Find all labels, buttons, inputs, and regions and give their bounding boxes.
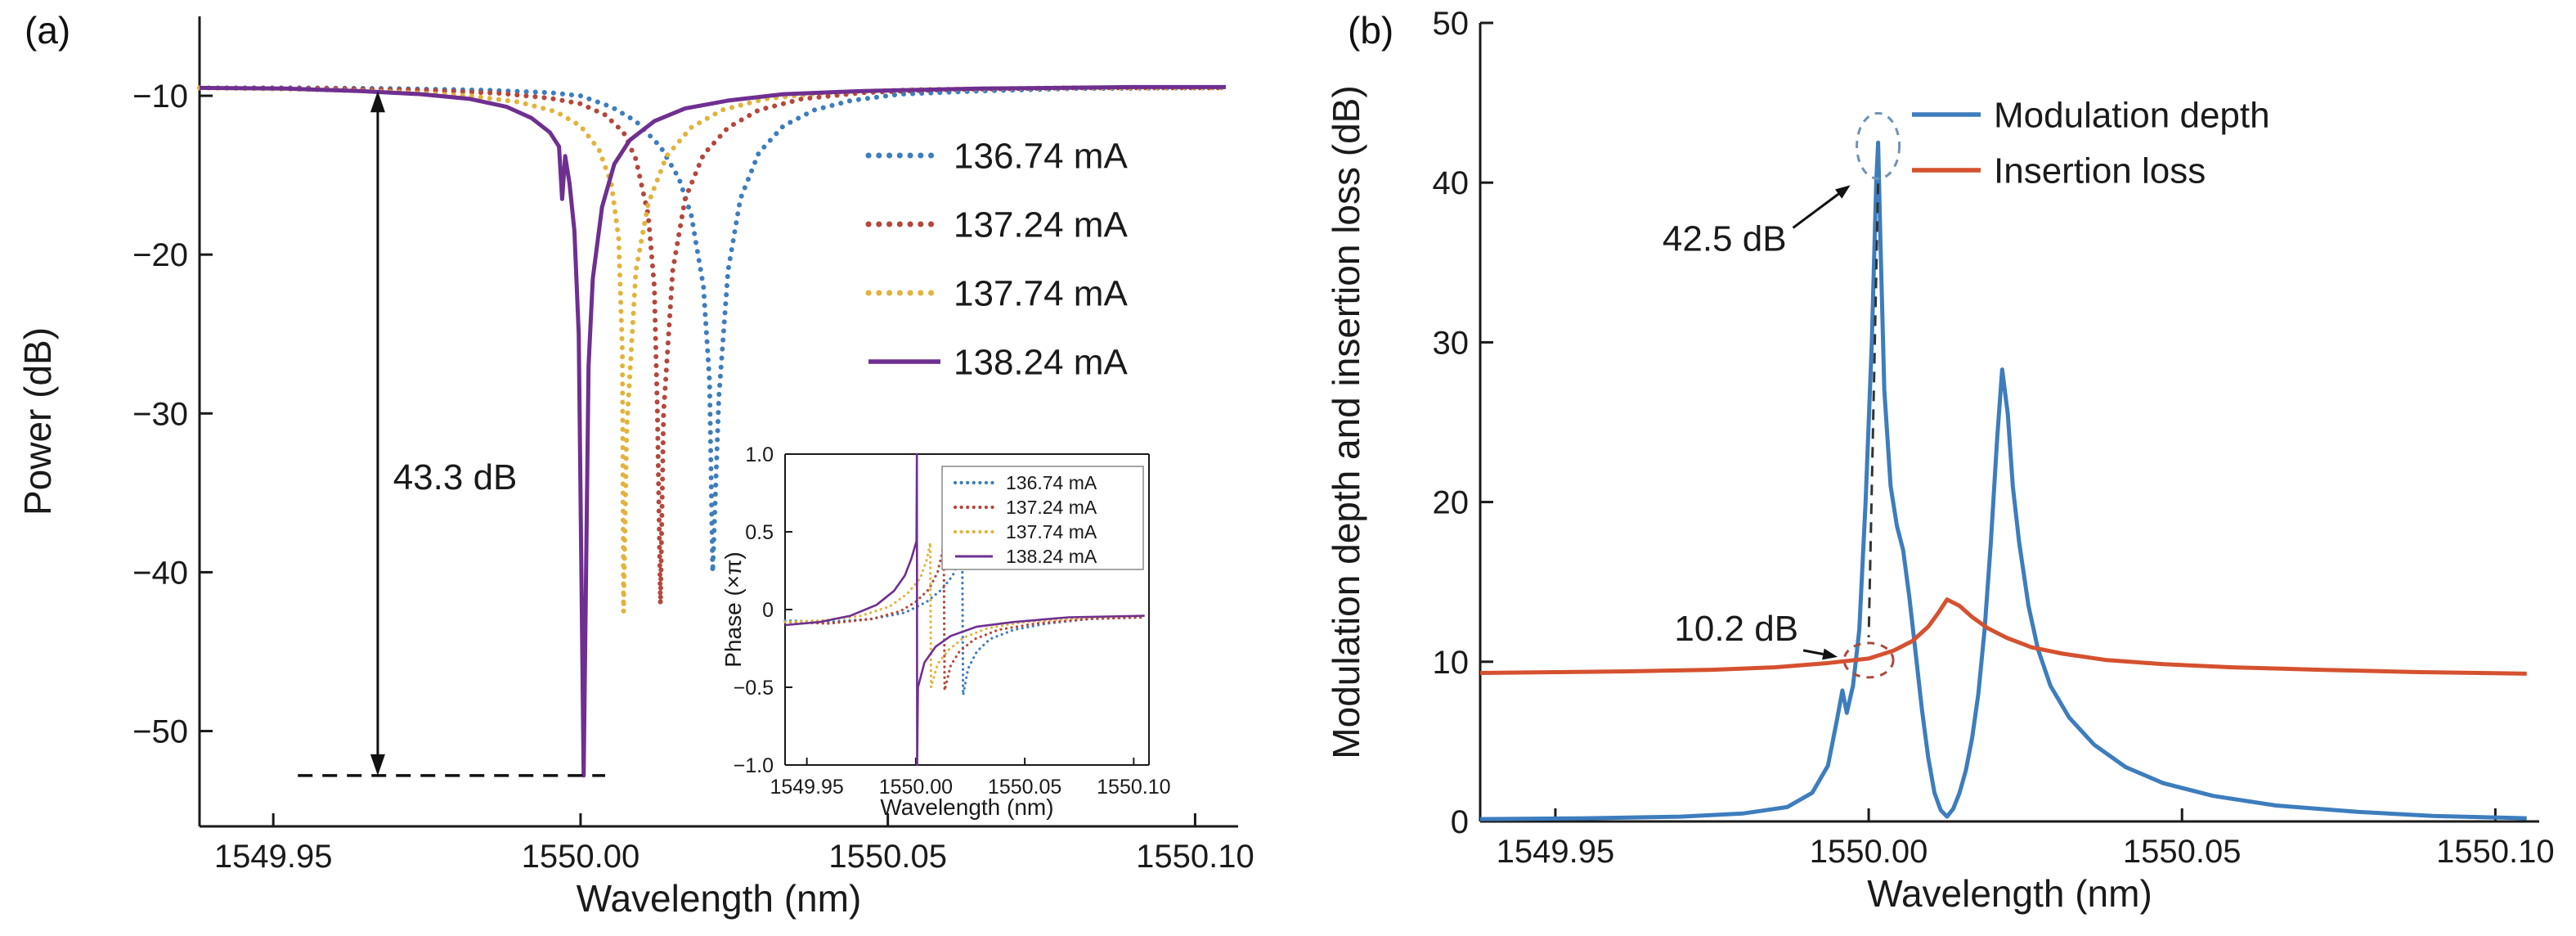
panel_b-axes xyxy=(1479,21,2539,823)
loss-value-label: 10.2 dB xyxy=(1674,609,1798,649)
panel_a-series-137-24-ma xyxy=(197,85,1228,607)
panel_a_inset-series-137-74-ma xyxy=(783,541,1147,689)
panel_a_inset-xtick-label: 1550.00 xyxy=(879,776,953,799)
panel_b-chart: 1549.95 1550.00 1550.05 1550.10 0 10 20 30 40 50 W… xyxy=(1325,6,2555,915)
panel_a-yaxis-title: Power (dB) xyxy=(16,327,59,515)
panel_a-ytick-label: −50 xyxy=(132,714,188,750)
panel_a-ytick-label: −40 xyxy=(132,555,188,591)
extinction-ratio-label: 43.3 dB xyxy=(393,457,518,497)
panel_b-legend-label: Insertion loss xyxy=(1994,151,2206,191)
panel_b-xaxis-title: Wavelength (nm) xyxy=(1867,872,2152,915)
panel_a_inset-ytick-label: −0.5 xyxy=(734,677,774,700)
panel_b-ytick-label: 20 xyxy=(1433,485,1470,521)
panel_a-ytick-label: −20 xyxy=(132,237,188,273)
panel_a-xaxis-title: Wavelength (nm) xyxy=(577,877,862,920)
panel_a_inset-xtick-label: 1549.95 xyxy=(770,776,843,799)
panel_a-series-138-24-ma xyxy=(199,84,1226,778)
panel_a-ytick-label: −30 xyxy=(132,396,188,432)
panel_a_inset-series-137-24-ma xyxy=(783,539,1147,692)
peak-highlight-circle xyxy=(1856,111,1901,180)
panel_a_inset-axes xyxy=(784,453,1150,766)
panel_a_inset-legend-label: 136.74 mA xyxy=(1006,472,1097,493)
panel_b-legend: Modulation depth Insertion loss xyxy=(1912,95,2270,191)
panel_a_inset-xtick-label: 1550.05 xyxy=(988,776,1061,799)
panel_a-legend-label: 137.74 mA xyxy=(954,273,1128,313)
panel_a-legend: 136.74 mA 137.24 mA 137.74 mA 138.24 mA xyxy=(865,136,1128,382)
panel_a_inset-xtick-label: 1550.10 xyxy=(1097,776,1170,799)
panel_b-yaxis-title: Modulation depth and insertion loss (dB) xyxy=(1325,85,1367,758)
panel_b-legend-label: Modulation depth xyxy=(1994,95,2270,135)
panel_a-legend-label: 137.24 mA xyxy=(954,205,1128,245)
panel_a_inset-series-138-24-ma xyxy=(784,452,1145,767)
panel_a_inset-chart: 1549.95 1550.00 1550.05 1550.10 −1.0 −0.5 0 0.5… xyxy=(720,443,1171,820)
panel_b-series-insertion-loss xyxy=(1479,597,2527,676)
panel_b-ytick-label: 10 xyxy=(1433,645,1470,681)
panel-a-label: (a) xyxy=(25,9,71,52)
panel_a_inset-yaxis-title: Phase (×π) xyxy=(720,551,746,668)
panel_b-ytick-label: 0 xyxy=(1451,804,1469,840)
panel_a-series-136-74-ma xyxy=(197,85,1228,575)
panel_a_inset-ytick-label: 0 xyxy=(762,599,774,622)
panel_b-ytick-label: 50 xyxy=(1433,6,1470,42)
panel_a_inset-legend-label: 138.24 mA xyxy=(1006,546,1097,567)
panel_a_inset-ytick-label: 1.0 xyxy=(745,443,774,466)
panel_a-xtick-label: 1550.10 xyxy=(1136,839,1254,875)
panel_a-xtick-label: 1550.00 xyxy=(522,839,640,875)
panel_a-series-137-74-ma xyxy=(197,85,1228,614)
panel_a_inset-legend-label: 137.74 mA xyxy=(1006,521,1097,542)
loss-highlight-circle xyxy=(1842,641,1895,679)
panel_b-ytick-label: 30 xyxy=(1433,325,1470,361)
panel_b-xtick-label: 1549.95 xyxy=(1497,834,1615,870)
panel_b-xtick-label: 1550.10 xyxy=(2436,834,2555,870)
panel_a_inset-legend: 136.74 mA 137.24 mA 137.74 mA 138.24 mA xyxy=(941,466,1144,570)
panel_b-series-modulation-depth xyxy=(1479,140,2527,821)
panel-b-label: (b) xyxy=(1348,9,1394,52)
panel_a-xtick-label: 1550.05 xyxy=(828,839,947,875)
panel_b-ytick-label: 40 xyxy=(1433,165,1470,201)
panel-a-annotations: 43.3 dB xyxy=(298,91,605,777)
panel_b-xtick-label: 1550.05 xyxy=(2123,834,2242,870)
panel_a-legend-label: 136.74 mA xyxy=(954,136,1128,176)
panel_a-chart: 1549.95 1550.00 1550.05 1550.10 −10 −20 −30 −40… xyxy=(16,16,1254,920)
panel_b-xtick-label: 1550.00 xyxy=(1810,834,1928,870)
panel_a_inset-ytick-label: −1.0 xyxy=(734,754,774,777)
panel_a-xtick-label: 1549.95 xyxy=(214,839,333,875)
peak-value-label: 42.5 dB xyxy=(1663,218,1787,259)
panel-b-annotations: 42.5 dB 10.2 dB xyxy=(1663,111,1901,679)
panel_a_inset-ytick-label: 0.5 xyxy=(745,521,774,544)
panel_a-ytick-label: −10 xyxy=(132,79,188,115)
panel_a_inset-legend-label: 137.24 mA xyxy=(1006,497,1097,518)
panel_a_inset-xaxis-title: Wavelength (nm) xyxy=(880,794,1053,820)
panel_a-legend-label: 138.24 mA xyxy=(954,342,1128,382)
panel_a-axes xyxy=(198,16,1238,828)
